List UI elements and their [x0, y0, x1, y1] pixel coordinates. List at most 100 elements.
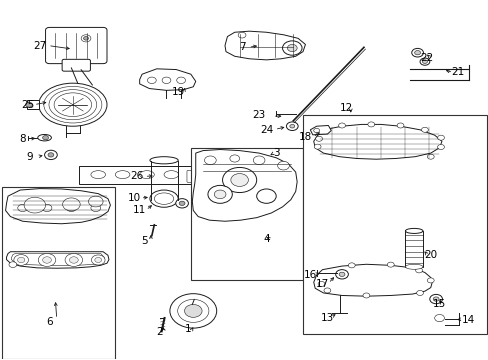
- Circle shape: [66, 204, 76, 212]
- Circle shape: [176, 77, 185, 84]
- Circle shape: [81, 35, 91, 42]
- Text: 1: 1: [185, 324, 191, 334]
- Circle shape: [18, 257, 25, 263]
- Circle shape: [318, 282, 325, 287]
- Circle shape: [367, 122, 374, 127]
- Circle shape: [429, 294, 442, 304]
- Ellipse shape: [405, 264, 422, 269]
- Ellipse shape: [91, 171, 105, 179]
- Text: 5: 5: [141, 236, 147, 246]
- Text: 15: 15: [432, 299, 445, 309]
- Circle shape: [83, 37, 88, 40]
- Text: 10: 10: [128, 193, 141, 203]
- Circle shape: [169, 294, 216, 328]
- Ellipse shape: [39, 83, 107, 126]
- Bar: [190, 148, 303, 280]
- Circle shape: [91, 255, 105, 265]
- Circle shape: [214, 190, 225, 199]
- Circle shape: [25, 102, 32, 107]
- Bar: [405, 231, 422, 267]
- Circle shape: [207, 185, 232, 203]
- FancyBboxPatch shape: [62, 59, 90, 71]
- Circle shape: [313, 129, 319, 133]
- Circle shape: [386, 262, 393, 267]
- FancyBboxPatch shape: [45, 27, 107, 64]
- Text: 14: 14: [461, 315, 474, 325]
- Circle shape: [411, 48, 423, 57]
- Circle shape: [277, 161, 289, 170]
- Circle shape: [286, 122, 298, 131]
- Ellipse shape: [150, 190, 178, 207]
- Circle shape: [14, 255, 28, 265]
- Text: 20: 20: [423, 250, 436, 260]
- Circle shape: [42, 204, 52, 212]
- Circle shape: [432, 297, 438, 301]
- Circle shape: [42, 135, 48, 140]
- Circle shape: [18, 204, 27, 212]
- Ellipse shape: [115, 171, 130, 179]
- Circle shape: [427, 278, 433, 283]
- Circle shape: [415, 268, 422, 273]
- Circle shape: [48, 153, 54, 157]
- Circle shape: [335, 270, 347, 279]
- Circle shape: [396, 123, 403, 128]
- Text: 12: 12: [340, 103, 353, 113]
- Circle shape: [179, 201, 184, 206]
- Polygon shape: [313, 125, 441, 159]
- Circle shape: [421, 127, 427, 132]
- Text: 9: 9: [26, 152, 33, 162]
- Polygon shape: [310, 126, 330, 135]
- Text: 6: 6: [46, 317, 53, 327]
- Circle shape: [184, 305, 202, 318]
- Text: 19: 19: [172, 87, 185, 97]
- Text: 18: 18: [298, 132, 311, 142]
- Text: 17: 17: [315, 279, 328, 289]
- Circle shape: [65, 253, 82, 266]
- Circle shape: [324, 288, 330, 293]
- Circle shape: [42, 257, 51, 263]
- Bar: [79, 166, 210, 184]
- Text: 8: 8: [20, 134, 26, 144]
- Text: 7: 7: [238, 42, 245, 52]
- Circle shape: [177, 300, 208, 322]
- Ellipse shape: [140, 171, 154, 179]
- Text: 4: 4: [263, 234, 269, 244]
- Circle shape: [314, 144, 321, 149]
- Circle shape: [422, 60, 427, 63]
- Polygon shape: [6, 252, 109, 268]
- Circle shape: [347, 263, 354, 268]
- Circle shape: [437, 144, 444, 149]
- Circle shape: [253, 156, 264, 165]
- Text: 24: 24: [259, 125, 272, 135]
- Bar: [1, 187, 115, 359]
- Circle shape: [434, 315, 444, 321]
- Circle shape: [238, 32, 245, 38]
- Text: 27: 27: [33, 41, 46, 50]
- Circle shape: [95, 257, 102, 262]
- Circle shape: [414, 50, 420, 55]
- Circle shape: [427, 154, 433, 159]
- Circle shape: [88, 196, 103, 207]
- Bar: [26, 100, 39, 109]
- Circle shape: [287, 44, 297, 51]
- Circle shape: [62, 198, 80, 211]
- Circle shape: [338, 123, 345, 128]
- Polygon shape: [313, 264, 431, 296]
- Circle shape: [91, 204, 101, 212]
- Polygon shape: [224, 31, 305, 60]
- Text: 22: 22: [420, 53, 433, 63]
- Circle shape: [419, 58, 429, 65]
- Circle shape: [147, 77, 156, 84]
- Circle shape: [204, 156, 216, 165]
- Text: 13: 13: [320, 313, 333, 323]
- Circle shape: [69, 257, 78, 263]
- Circle shape: [229, 155, 239, 162]
- Text: 16: 16: [303, 270, 316, 280]
- Polygon shape: [192, 149, 297, 221]
- Ellipse shape: [150, 157, 178, 164]
- Circle shape: [416, 291, 423, 296]
- Circle shape: [315, 136, 322, 141]
- Text: 2: 2: [156, 327, 162, 337]
- Text: 25: 25: [21, 100, 34, 110]
- Text: 3: 3: [272, 148, 279, 158]
